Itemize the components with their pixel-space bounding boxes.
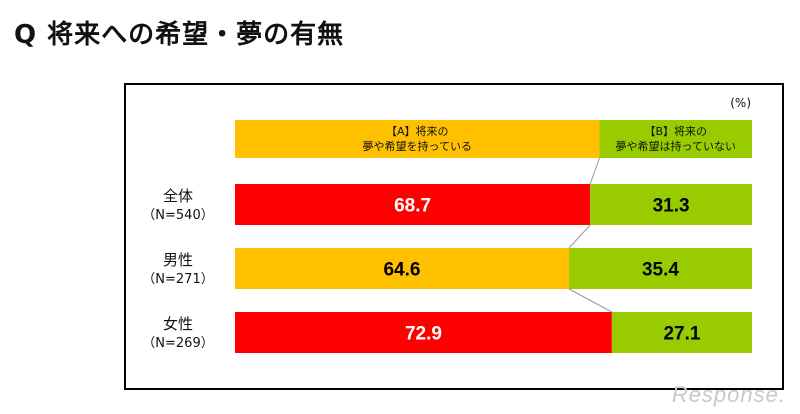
- legend-label-a: 夢や希望を持っている: [363, 139, 472, 153]
- value-label: 68.7: [394, 196, 431, 217]
- chart-frame: (%) 【A】将来の 夢や希望を持っている 【B】将来の 夢や希望は持っていない 68.7…: [124, 83, 784, 390]
- legend-box-b: [599, 120, 752, 158]
- value-label: 64.6: [383, 260, 420, 281]
- value-label: 31.3: [653, 196, 690, 217]
- bar-b-2: [611, 312, 752, 353]
- value-label: 27.1: [663, 324, 700, 345]
- category-n-label: （N=540）: [142, 208, 213, 223]
- category-label: 女性: [163, 315, 193, 333]
- category-n-label: （N=271）: [142, 272, 213, 287]
- value-label: 72.9: [405, 324, 442, 345]
- category-label: 全体: [163, 187, 193, 205]
- category-label: 男性: [163, 251, 193, 269]
- legend-label-b: 【B】将来の: [644, 125, 707, 138]
- value-label: 35.4: [642, 260, 679, 281]
- bar-b-0: [590, 184, 752, 225]
- unit-label: (%): [730, 96, 751, 110]
- page-title: Q 将来への希望・夢の有無: [14, 20, 345, 50]
- connector-line: [589, 157, 600, 185]
- bar-a-1: [235, 248, 569, 289]
- bar-b-1: [568, 248, 752, 289]
- bar-a-2: [235, 312, 612, 353]
- legend-box-a: [235, 120, 600, 158]
- connector-line: [568, 224, 591, 249]
- bar-a-0: [235, 184, 591, 225]
- connector-line: [568, 288, 613, 313]
- watermark-logo: Response.: [671, 382, 786, 407]
- legend-label-b: 夢や希望は持っていない: [616, 139, 736, 153]
- category-n-label: （N=269）: [142, 336, 213, 351]
- legend-label-a: 【A】将来の: [386, 125, 449, 138]
